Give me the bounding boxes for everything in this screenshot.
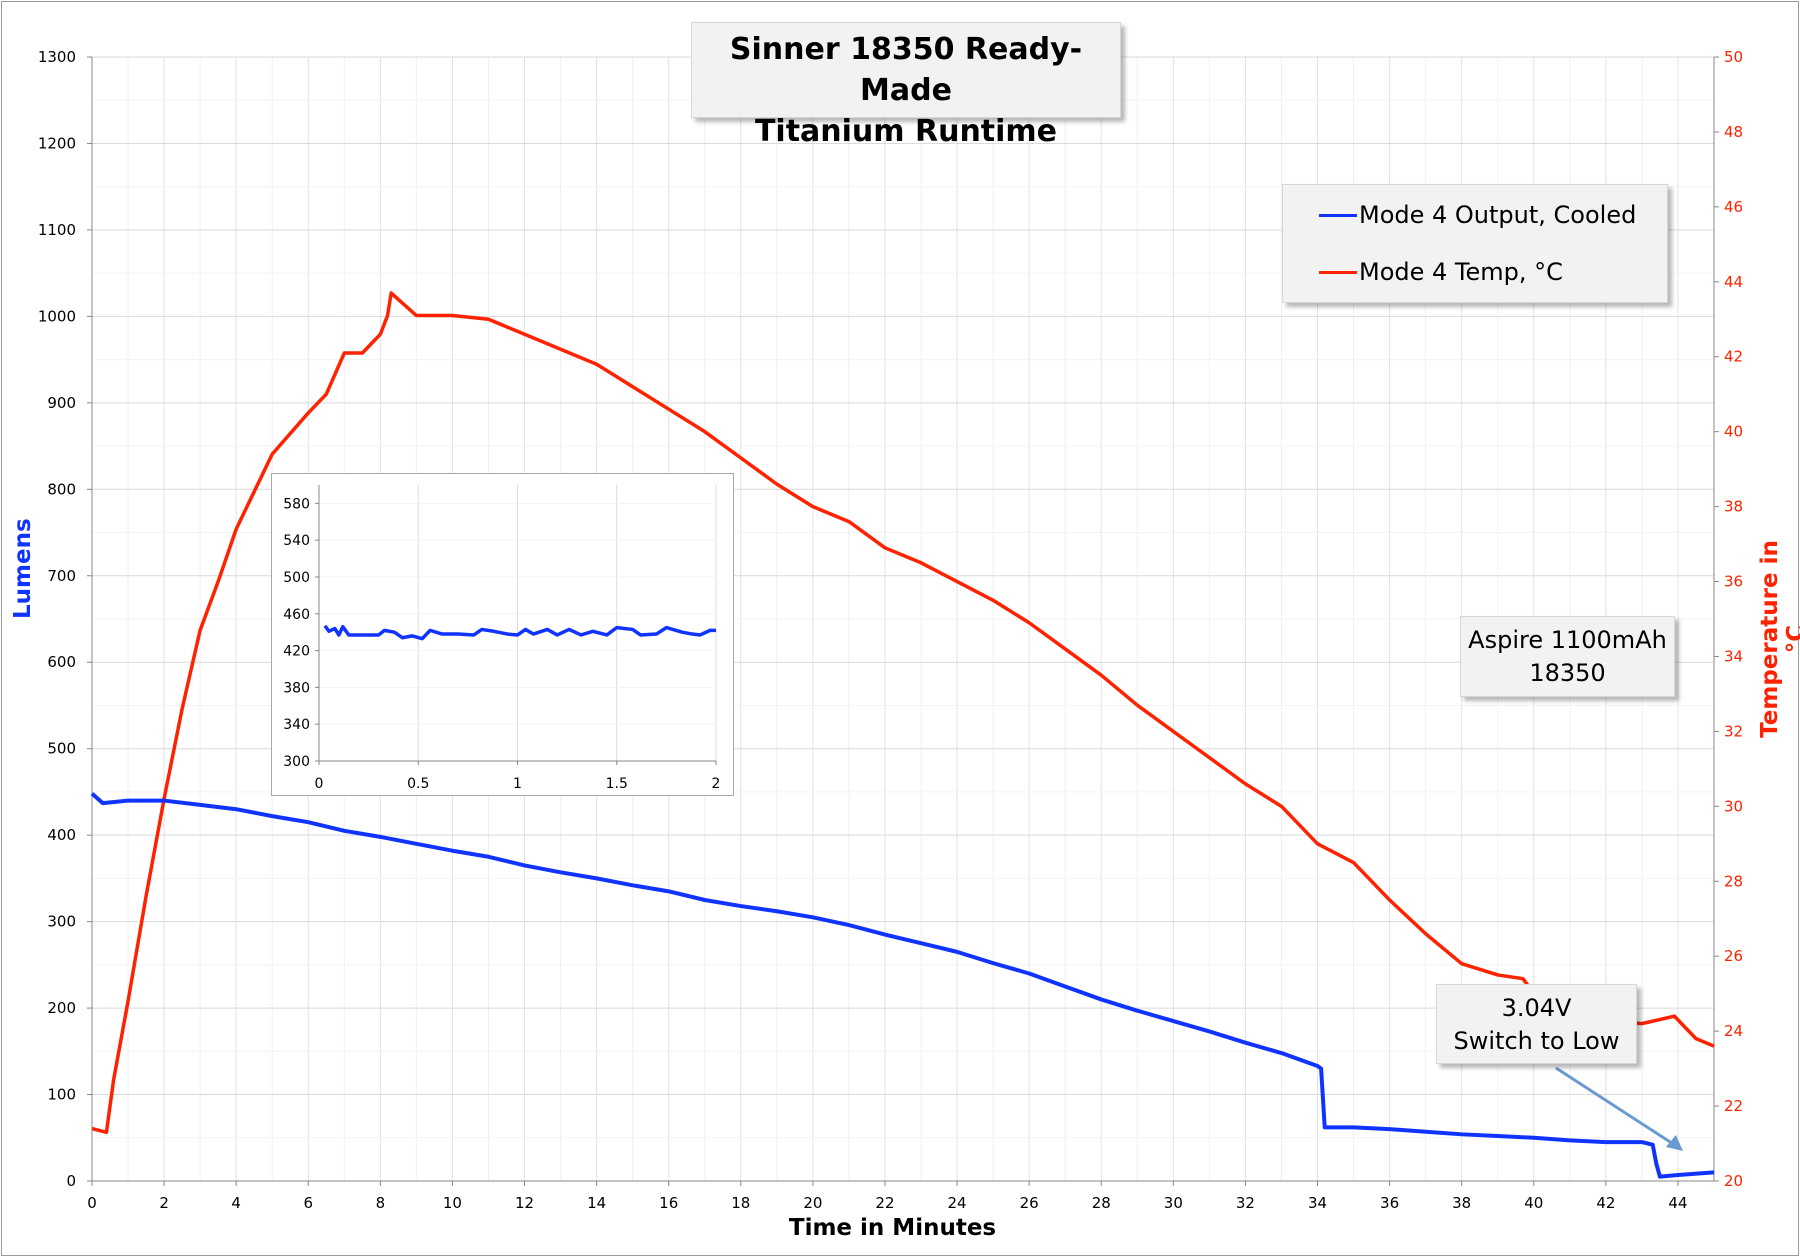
y2-tick-label: 36 [1724, 573, 1743, 591]
y2-tick-label: 22 [1724, 1097, 1743, 1115]
title-line-1: Sinner 18350 Ready-Made [729, 32, 1083, 108]
inset-output-series-line [323, 624, 716, 641]
x-tick-label: 36 [1380, 1194, 1399, 1212]
legend-item-temp: Mode 4 Temp, °C [1319, 258, 1563, 286]
y-tick-label: 900 [47, 394, 76, 412]
y-tick-label: 1300 [38, 48, 76, 66]
switch-annotation-line-2: Switch to Low [1453, 1027, 1620, 1055]
y-tick-label: 400 [47, 826, 76, 844]
y-tick-label: 200 [47, 999, 76, 1017]
inset-y-tick-label: 460 [283, 607, 310, 623]
y2-tick-label: 38 [1724, 498, 1743, 516]
inset-y-tick-label: 580 [283, 496, 310, 512]
inset-y-tick-label: 380 [283, 680, 310, 696]
x-tick-label: 30 [1164, 1194, 1183, 1212]
switch-annotation: 3.04V Switch to Low [1436, 984, 1637, 1064]
inset-x-tick-label: 0.5 [407, 776, 429, 792]
y2-tick-label: 42 [1724, 348, 1743, 366]
inset-y-tick-label: 420 [283, 644, 310, 660]
y2-tick-label: 24 [1724, 1022, 1743, 1040]
x-tick-label: 32 [1236, 1194, 1255, 1212]
x-tick-label: 34 [1308, 1194, 1327, 1212]
y-tick-label: 800 [47, 480, 76, 498]
inset-y-tick-label: 500 [283, 570, 310, 586]
x-tick-label: 14 [587, 1194, 606, 1212]
y-tick-label: 500 [47, 740, 76, 758]
x-tick-label: 6 [303, 1194, 313, 1212]
x-tick-label: 22 [875, 1194, 894, 1212]
x-tick-label: 24 [948, 1194, 967, 1212]
battery-annotation-line-1: Aspire 1100mAh [1468, 626, 1667, 654]
y-axis-label: Lumens [10, 518, 36, 619]
x-tick-label: 4 [231, 1194, 241, 1212]
annotation-arrow-line [1555, 1066, 1682, 1151]
x-tick-label: 38 [1452, 1194, 1471, 1212]
y2-tick-label: 30 [1724, 797, 1743, 815]
switch-annotation-line-1: 3.04V [1501, 994, 1572, 1022]
annotation-arrow-head-icon [1665, 1135, 1683, 1151]
x-tick-label: 0 [87, 1194, 97, 1212]
output-series-line [90, 792, 1715, 1179]
legend-swatch-output [1319, 213, 1357, 217]
y-tick-label: 1000 [38, 307, 76, 325]
y-tick-label: 1200 [38, 134, 76, 152]
inset-y-tick-label: 300 [283, 754, 310, 770]
y2-tick-label: 28 [1724, 872, 1743, 890]
y2-tick-label: 48 [1724, 123, 1743, 141]
inset-x-tick-label: 0 [315, 776, 324, 792]
inset-chart-svg: 300 340 380 420 460 500 540 580 0 0.5 1 1.5 2 [283, 485, 721, 792]
y2-tick-label: 46 [1724, 198, 1743, 216]
legend-swatch-temp [1319, 270, 1357, 274]
title-line-2: Titanium Runtime [754, 114, 1058, 149]
x-tick-label: 16 [659, 1194, 678, 1212]
x-tick-label: 18 [731, 1194, 750, 1212]
inset-x-tick-label: 1.5 [606, 776, 628, 792]
chart-title: Sinner 18350 Ready-Made Titanium Runtime [691, 22, 1121, 149]
inset-x-tick-label: 1 [513, 776, 522, 792]
x-tick-label: 40 [1524, 1194, 1543, 1212]
y2-tick-label: 34 [1724, 647, 1743, 665]
x-axis-label: Time in Minutes [788, 1215, 997, 1241]
y2-tick-label: 50 [1724, 48, 1743, 66]
legend-item-output: Mode 4 Output, Cooled [1319, 201, 1636, 229]
y2-tick-label: 20 [1724, 1172, 1743, 1190]
y2-tick-label: 44 [1724, 273, 1743, 291]
y-tick-label: 600 [47, 653, 76, 671]
y2-tick-label: 26 [1724, 947, 1743, 965]
y2-tick-label: 32 [1724, 722, 1743, 740]
x-tick-label: 8 [376, 1194, 386, 1212]
inset-y-tick-label: 540 [283, 533, 310, 549]
inset-y-tick-label: 340 [283, 717, 310, 733]
legend: Mode 4 Output, Cooled Mode 4 Temp, °C [1282, 184, 1668, 303]
x-tick-label: 2 [159, 1194, 169, 1212]
y-tick-label: 100 [47, 1086, 76, 1104]
y-tick-label: 700 [47, 567, 76, 585]
x-tick-label: 26 [1020, 1194, 1039, 1212]
x-tick-label: 10 [443, 1194, 462, 1212]
x-tick-label: 28 [1092, 1194, 1111, 1212]
y2-tick-label: 40 [1724, 423, 1743, 441]
battery-annotation: Aspire 1100mAh 18350 [1460, 616, 1675, 697]
legend-label-output: Mode 4 Output, Cooled [1359, 201, 1637, 229]
y-tick-label: 0 [66, 1172, 76, 1190]
x-tick-label: 20 [803, 1194, 822, 1212]
y-tick-label: 1100 [38, 221, 76, 239]
inset-x-tick-label: 2 [712, 776, 721, 792]
y-tick-label: 300 [47, 913, 76, 931]
x-tick-label: 44 [1668, 1194, 1687, 1212]
y2-axis-label: Temperature in °C [1757, 540, 1800, 738]
temperature-series-line [91, 291, 1715, 1135]
legend-label-temp: Mode 4 Temp, °C [1359, 258, 1563, 286]
inset-chart: 300 340 380 420 460 500 540 580 0 0.5 1 1.5 2 [271, 473, 734, 796]
x-tick-label: 12 [515, 1194, 534, 1212]
battery-annotation-line-2: 18350 [1529, 659, 1606, 687]
x-tick-label: 42 [1596, 1194, 1615, 1212]
